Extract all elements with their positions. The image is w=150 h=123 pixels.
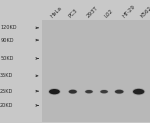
Text: K562: K562 <box>140 5 150 18</box>
Ellipse shape <box>49 89 60 94</box>
Ellipse shape <box>85 90 93 93</box>
Text: 293T: 293T <box>85 5 99 18</box>
Text: 35KD: 35KD <box>0 73 13 78</box>
Ellipse shape <box>85 89 93 94</box>
Ellipse shape <box>133 89 144 94</box>
Text: 120KD: 120KD <box>0 25 17 30</box>
Ellipse shape <box>68 89 77 94</box>
Ellipse shape <box>132 88 145 95</box>
Bar <box>42 20 150 122</box>
Ellipse shape <box>100 89 108 94</box>
Ellipse shape <box>48 88 61 95</box>
Text: PC3: PC3 <box>68 8 78 18</box>
Text: L02: L02 <box>103 8 114 18</box>
Text: HT-29: HT-29 <box>122 4 136 18</box>
Text: 20KD: 20KD <box>0 103 14 108</box>
Ellipse shape <box>69 90 77 94</box>
Text: 90KD: 90KD <box>0 38 14 43</box>
Ellipse shape <box>114 89 124 94</box>
Text: 50KD: 50KD <box>0 56 14 61</box>
Ellipse shape <box>100 90 108 93</box>
Text: HeLa: HeLa <box>50 5 63 18</box>
Text: 25KD: 25KD <box>0 89 13 94</box>
Ellipse shape <box>115 90 124 94</box>
